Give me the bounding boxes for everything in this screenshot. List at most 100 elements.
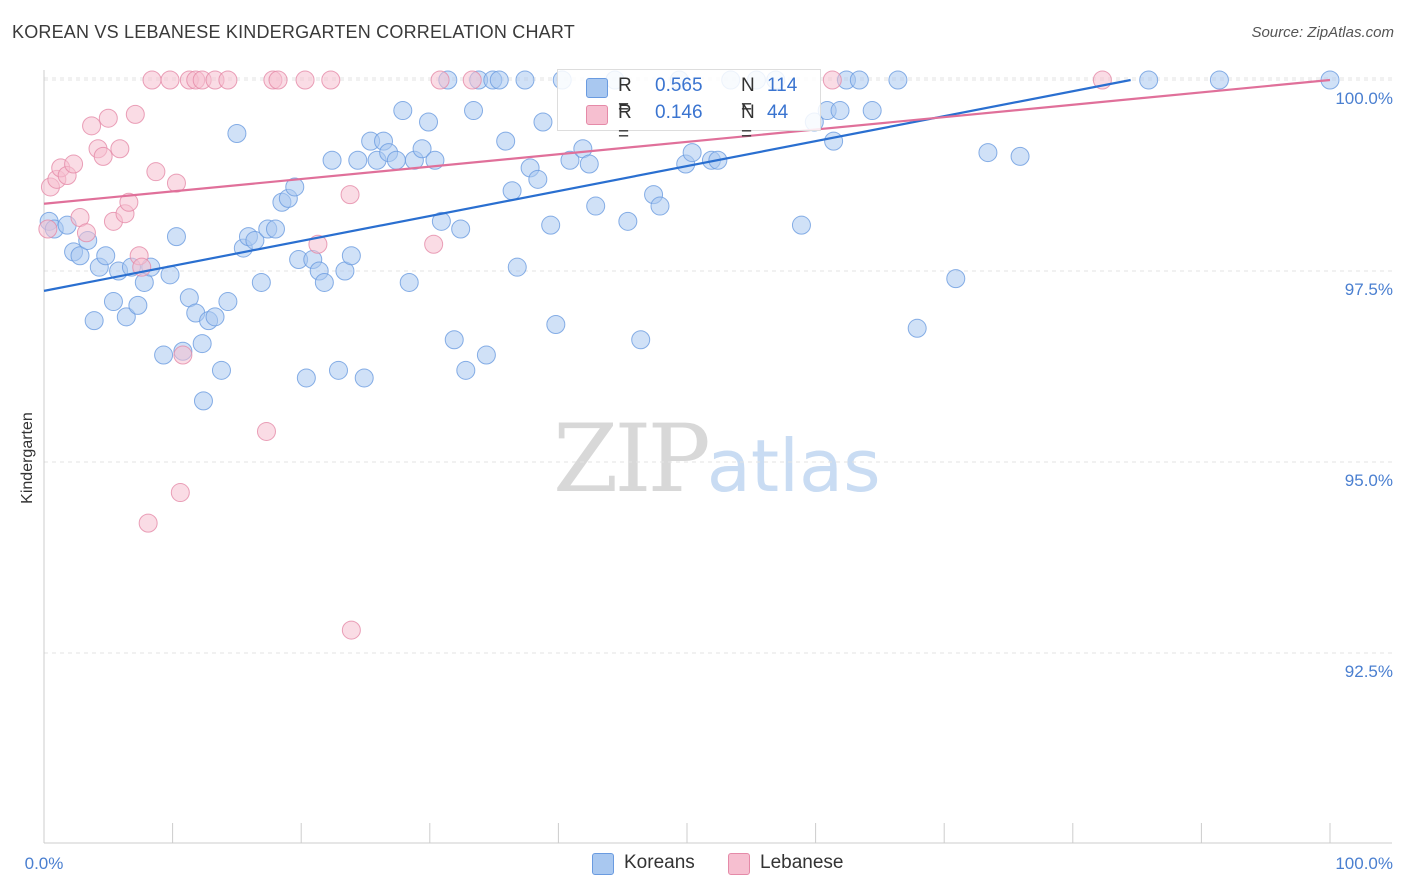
data-point (682, 143, 702, 163)
data-point (533, 112, 553, 132)
legend-label-koreans: Koreans (624, 852, 695, 873)
watermark-zip: ZIP (553, 405, 711, 514)
data-point (579, 154, 599, 174)
trend-line-lebanese (43, 78, 1331, 205)
data-point (393, 101, 413, 121)
data-point (82, 116, 102, 136)
data-point (103, 292, 123, 312)
data-point (476, 345, 496, 365)
data-point (888, 70, 908, 90)
trend-line-koreans (43, 78, 1131, 292)
legend-label-lebanese: Lebanese (760, 852, 844, 873)
data-point (295, 70, 315, 90)
data-point (946, 269, 966, 289)
chart-title: KOREAN VS LEBANESE KINDERGARTEN CORRELAT… (12, 22, 575, 42)
legend-n-label: N = (741, 102, 755, 145)
data-point (193, 391, 213, 411)
data-point (546, 314, 566, 334)
y-tick-label: 97.5% (1345, 280, 1393, 299)
data-point (489, 70, 509, 90)
data-point (341, 620, 361, 640)
data-point (1010, 146, 1030, 166)
data-point (419, 112, 439, 132)
data-point (76, 223, 96, 243)
correlation-legend: R = 0.565 N = 114 R = 0.146 N = 44 (557, 69, 821, 145)
data-point (560, 150, 580, 170)
data-point (328, 360, 348, 380)
data-point (314, 272, 334, 292)
watermark-atlas: atlas (706, 424, 881, 508)
data-point (451, 219, 471, 239)
data-point (541, 215, 561, 235)
legend-swatch-koreans (586, 78, 608, 98)
data-point (340, 185, 360, 205)
data-point (251, 272, 271, 292)
data-point (456, 360, 476, 380)
data-point (160, 70, 180, 90)
data-point (515, 70, 535, 90)
data-point (38, 219, 58, 239)
data-point (116, 307, 136, 327)
legend-swatch-koreans (592, 853, 614, 875)
legend-n-value: 114 (767, 75, 798, 96)
data-point (173, 345, 193, 365)
data-point (496, 131, 516, 151)
data-point (322, 150, 342, 170)
series-lebanese (38, 70, 1112, 640)
data-point (218, 292, 238, 312)
data-point (268, 70, 288, 90)
data-point (166, 227, 186, 247)
data-point (205, 307, 225, 327)
data-point (431, 211, 451, 231)
data-point (618, 211, 638, 231)
source-label: Source: ZipAtlas.com (1251, 24, 1394, 41)
data-point (296, 368, 316, 388)
data-point (70, 246, 90, 266)
data-point (462, 70, 482, 90)
data-point (265, 219, 285, 239)
data-point (218, 70, 238, 90)
data-point (528, 169, 548, 189)
data-point (256, 421, 276, 441)
legend-r-label: R = (618, 102, 632, 145)
y-tick-label: 92.5% (1345, 662, 1393, 681)
data-point (631, 330, 651, 350)
data-point (341, 246, 361, 266)
data-point (354, 368, 374, 388)
data-point (822, 70, 842, 90)
legend-r-value: 0.565 (655, 75, 703, 96)
data-point (285, 177, 305, 197)
data-point (464, 101, 484, 121)
data-point (907, 318, 927, 338)
data-point (830, 101, 850, 121)
data-point (142, 70, 162, 90)
data-point (110, 139, 130, 159)
data-point (507, 257, 527, 277)
legend-r-value: 0.146 (655, 102, 703, 123)
data-point (321, 70, 341, 90)
legend-swatch-lebanese (586, 105, 608, 125)
data-point (399, 272, 419, 292)
x-tick-label-max: 100.0% (1335, 854, 1393, 873)
trend-lines (43, 78, 1331, 292)
data-point (64, 154, 84, 174)
data-point (192, 334, 212, 354)
data-point (862, 101, 882, 121)
data-point (849, 70, 869, 90)
tick-labels: 92.5% 95.0% 97.5% 100.0% 0.0% 100.0% (25, 89, 1393, 873)
data-point (138, 513, 158, 533)
data-point (170, 483, 190, 503)
data-point (650, 196, 670, 216)
data-point (128, 295, 148, 315)
legend-n-label: N = (741, 75, 755, 118)
data-point (386, 150, 406, 170)
data-point (96, 246, 116, 266)
data-point (502, 181, 522, 201)
data-point (119, 192, 139, 212)
data-point (93, 146, 113, 166)
data-point (98, 108, 118, 128)
data-point (424, 234, 444, 254)
legend-n-value: 44 (767, 102, 789, 123)
data-point (586, 196, 606, 216)
